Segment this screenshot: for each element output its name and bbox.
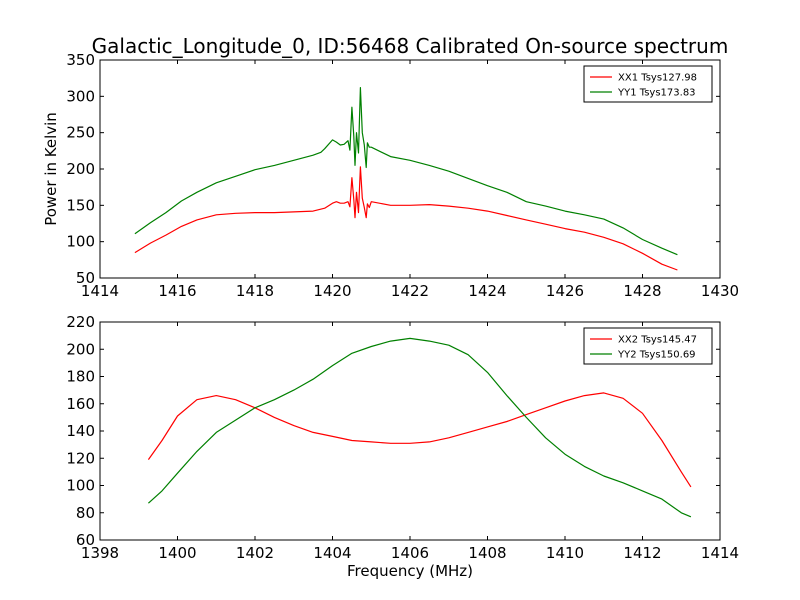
plot-0-x-tick-label: 1428 bbox=[623, 282, 661, 300]
plot-1-legend-label-1: XX2 Tsys145.47 bbox=[618, 335, 697, 346]
plot-1-y-tick-label: 140 bbox=[66, 422, 95, 440]
plot-1-y-tick-label: 80 bbox=[76, 504, 95, 522]
plot-0-legend: XX1 Tsys127.98 YY1 Tsys173.83 bbox=[583, 65, 713, 103]
plot-1-x-axis-label: Frequency (MHz) bbox=[347, 562, 473, 580]
plot-0-x-tick-label: 1414 bbox=[81, 282, 119, 300]
plot-1-y-tick-label: 220 bbox=[66, 313, 95, 331]
plot-1-y-tick-label: 60 bbox=[76, 531, 95, 549]
plot-0-x-tick-label: 1422 bbox=[391, 282, 429, 300]
plot-0-legend-label-1: XX1 Tsys127.98 bbox=[618, 73, 697, 84]
plot-0-series-line-1 bbox=[134, 166, 678, 271]
plot-1-y-tick-label: 100 bbox=[66, 477, 95, 495]
plot-1-legend-box bbox=[583, 327, 713, 365]
plot-0-legend-label-2: YY1 Tsys173.83 bbox=[617, 88, 696, 99]
plot-0-legend-box bbox=[583, 65, 713, 103]
plot-1-y-tick-label: 120 bbox=[66, 449, 95, 467]
plot-0-x-tick-label: 1420 bbox=[313, 282, 351, 300]
plot-1-legend-label-2: YY2 Tsys150.69 bbox=[617, 350, 696, 361]
plot-0-x-tick-label: 1424 bbox=[468, 282, 506, 300]
plot-1-x-tick-label: 1400 bbox=[158, 544, 196, 562]
plot-0-y-axis-label: Power in Kelvin bbox=[42, 112, 60, 226]
plot-0-y-tick-label: 350 bbox=[66, 51, 95, 69]
plot-1-legend: XX2 Tsys145.47 YY2 Tsys150.69 bbox=[583, 327, 713, 365]
plot-0-y-tick-label: 250 bbox=[66, 124, 95, 142]
top-plot: 1414 1416 1418 1420 1422 1424 1426 1428 1430 50 10… bbox=[42, 51, 739, 300]
plot-1-x-tick-label: 1410 bbox=[546, 544, 584, 562]
plot-0-y-tick-label: 100 bbox=[66, 233, 95, 251]
plot-0-y-tick-label: 300 bbox=[66, 87, 95, 105]
plot-1-x-tick-label: 1408 bbox=[468, 544, 506, 562]
plot-1-series-line-2 bbox=[147, 337, 692, 518]
figure-title: Galactic_Longitude_0, ID:56468 Calibrate… bbox=[92, 34, 729, 58]
plot-0-series-line-2 bbox=[134, 87, 678, 256]
plot-1-y-tick-label: 180 bbox=[66, 368, 95, 386]
plot-1-x-tick-label: 1398 bbox=[81, 544, 119, 562]
plot-0-y-tick-label: 50 bbox=[76, 269, 95, 287]
plot-0-x-tick-label: 1430 bbox=[701, 282, 739, 300]
plot-1-x-tick-label: 1414 bbox=[701, 544, 739, 562]
bottom-plot: 1398 1400 1402 1404 1406 1408 1410 1412 1414 60 80… bbox=[66, 313, 739, 580]
plot-1-x-tick-label: 1402 bbox=[236, 544, 274, 562]
plot-0-x-tick-label: 1426 bbox=[546, 282, 584, 300]
plot-1-series-line-1 bbox=[147, 392, 692, 488]
plot-0-y-tick-label: 150 bbox=[66, 196, 95, 214]
plot-1-x-tick-label: 1404 bbox=[313, 544, 351, 562]
plot-1-x-tick-label: 1406 bbox=[391, 544, 429, 562]
plot-0-y-tick-label: 200 bbox=[66, 160, 95, 178]
plot-1-x-tick-label: 1412 bbox=[623, 544, 661, 562]
plot-1-y-tick-label: 160 bbox=[66, 395, 95, 413]
plot-0-x-tick-label: 1418 bbox=[236, 282, 274, 300]
plot-0-x-tick-label: 1416 bbox=[158, 282, 196, 300]
plot-1-y-tick-label: 200 bbox=[66, 340, 95, 358]
